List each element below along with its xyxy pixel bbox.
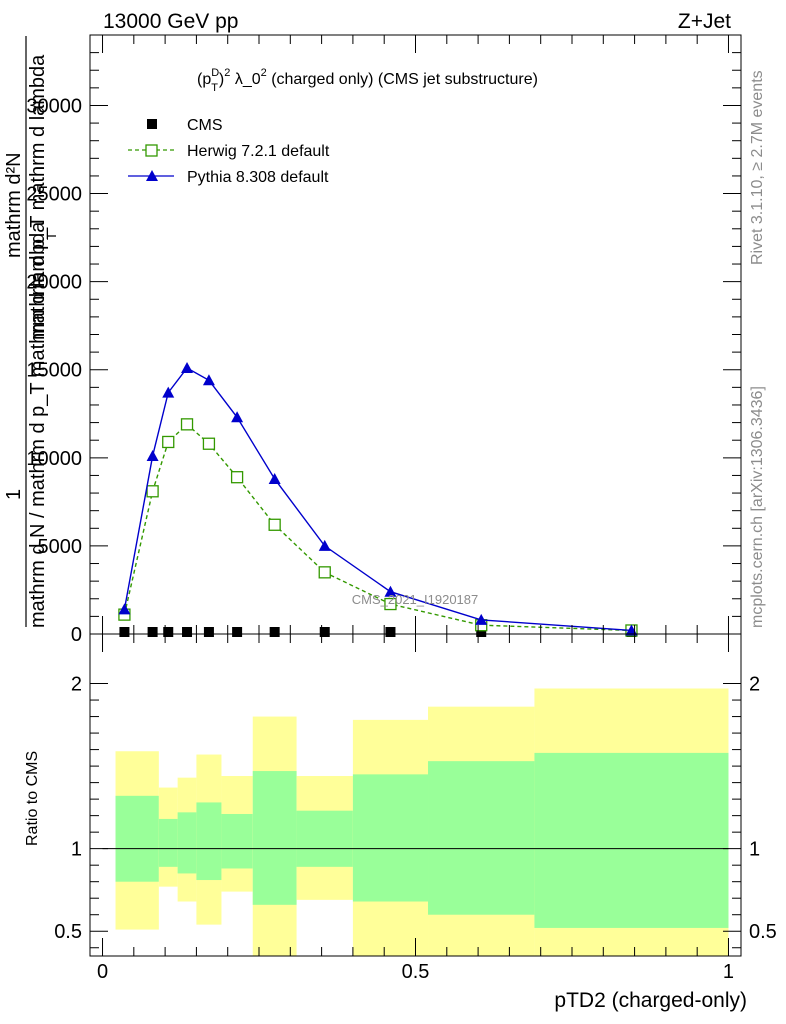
data-point-cms: [269, 627, 280, 637]
ratio-band-inner: [428, 761, 535, 915]
ratio-band-inner: [196, 802, 222, 881]
legend-marker-herwig: [145, 144, 158, 157]
ratio-panel: 0.5 0.5 1 1 2 2 0 0.5 1: [54, 633, 777, 983]
ratio-band-inner: [534, 752, 729, 928]
ratio-y-axis-label: Ratio to CMS: [24, 751, 41, 846]
main-ytick-label: 15000: [26, 360, 82, 382]
legend-marker-cms: [147, 119, 157, 129]
main-ytick-label: 25000: [26, 184, 82, 206]
main-ytick-label: 20000: [26, 272, 82, 294]
y-label-stack-denominator: mathrm d p_T mathrm d lambda: [27, 54, 49, 340]
header-left-label: 13000 GeV pp: [103, 10, 238, 33]
x-axis-label: pTD2 (charged-only): [554, 989, 747, 1012]
data-point-pythia: [268, 472, 281, 484]
data-point-herwig: [162, 435, 175, 449]
ratio-band-inner: [296, 810, 353, 867]
data-point-cms: [232, 627, 243, 637]
analysis-watermark: CMS_2021_I1920187: [352, 592, 479, 607]
ratio-xtick-label: 0.5: [402, 961, 430, 983]
data-point-cms: [182, 627, 193, 637]
data-point-pythia: [384, 585, 397, 597]
ratio-ytick-label: 0.5: [54, 921, 82, 943]
data-point-herwig: [146, 485, 159, 498]
ratio-ytick-label: 2: [71, 674, 82, 696]
data-point-cms: [203, 627, 214, 637]
data-point-cms: [163, 627, 174, 637]
data-point-cms: [119, 627, 130, 637]
y-label-stack-denominator-sub: T: [44, 232, 59, 240]
legend-marker-pythia: [146, 170, 158, 181]
data-point-pythia: [318, 539, 331, 551]
ratio-xtick-label: 1: [723, 961, 734, 983]
mcplots-label: mcplots.cern.ch [arXiv:1306.3436]: [749, 386, 766, 628]
ratio-band-inner: [352, 774, 429, 902]
data-point-cms: [476, 627, 487, 637]
y-label-denominator: mathrm d N / mathrm d p_T mathrm d lambd…: [27, 221, 49, 628]
y-label-numerator-1: 1: [3, 489, 25, 500]
legend-label-herwig: Herwig 7.2.1 default: [187, 143, 330, 160]
data-point-pythia: [475, 613, 488, 625]
data-point-pythia: [118, 603, 131, 615]
data-point-pythia: [146, 450, 159, 462]
ratio-band-inner: [252, 771, 297, 905]
legend-label-pythia: Pythia 8.308 default: [187, 169, 329, 186]
ratio-band-inner: [158, 818, 178, 867]
main-ytick-label: 10000: [26, 448, 82, 470]
ratio-ytick-label-right: 2: [749, 674, 760, 696]
data-point-herwig: [202, 437, 216, 450]
main-y-axis-label: 1 mathrm d N / mathrm d p_T mathrm d lam…: [3, 36, 59, 628]
data-point-herwig: [268, 518, 281, 531]
ratio-band-inner: [115, 795, 159, 882]
ratio-band-inner: [221, 813, 253, 869]
plot-title: (pD T)2 λ_02 (charged only) (CMS jet subs…: [197, 67, 538, 94]
data-point-herwig: [180, 418, 194, 431]
data-point-pythia: [202, 374, 215, 386]
header-right-label: Z+Jet: [678, 10, 731, 33]
data-point-pythia: [181, 361, 194, 373]
main-ytick-label: 30000: [26, 95, 82, 117]
ratio-ytick-label-right: 0.5: [749, 921, 777, 943]
data-point-herwig: [230, 471, 244, 484]
main-panel: 0 5000 10000 15000 20000 25000 30000: [26, 34, 742, 646]
main-ytick-label: 5000: [38, 536, 83, 558]
ratio-xtick-label: 0: [97, 961, 108, 983]
rivet-label: Rivet 3.1.10, ≥ 2.7M events: [749, 70, 766, 265]
data-point-pythia: [162, 386, 175, 398]
legend-label-cms: CMS: [187, 117, 223, 134]
ratio-band-inner: [177, 812, 197, 874]
ratio-ytick-label: 1: [71, 839, 82, 861]
data-point-pythia: [231, 411, 244, 423]
data-point-cms: [147, 627, 158, 637]
data-point-cms: [319, 627, 330, 637]
main-ytick-label: 0: [71, 624, 82, 646]
data-point-cms: [385, 627, 396, 637]
ratio-ytick-label-right: 1: [749, 839, 760, 861]
data-point-herwig: [318, 566, 331, 579]
data-point-herwig: [384, 597, 397, 611]
legend: CMS Herwig 7.2.1 default Pythia 8.308 de…: [128, 117, 330, 186]
y-label-stack-numerator: mathrm d²N: [3, 152, 25, 258]
